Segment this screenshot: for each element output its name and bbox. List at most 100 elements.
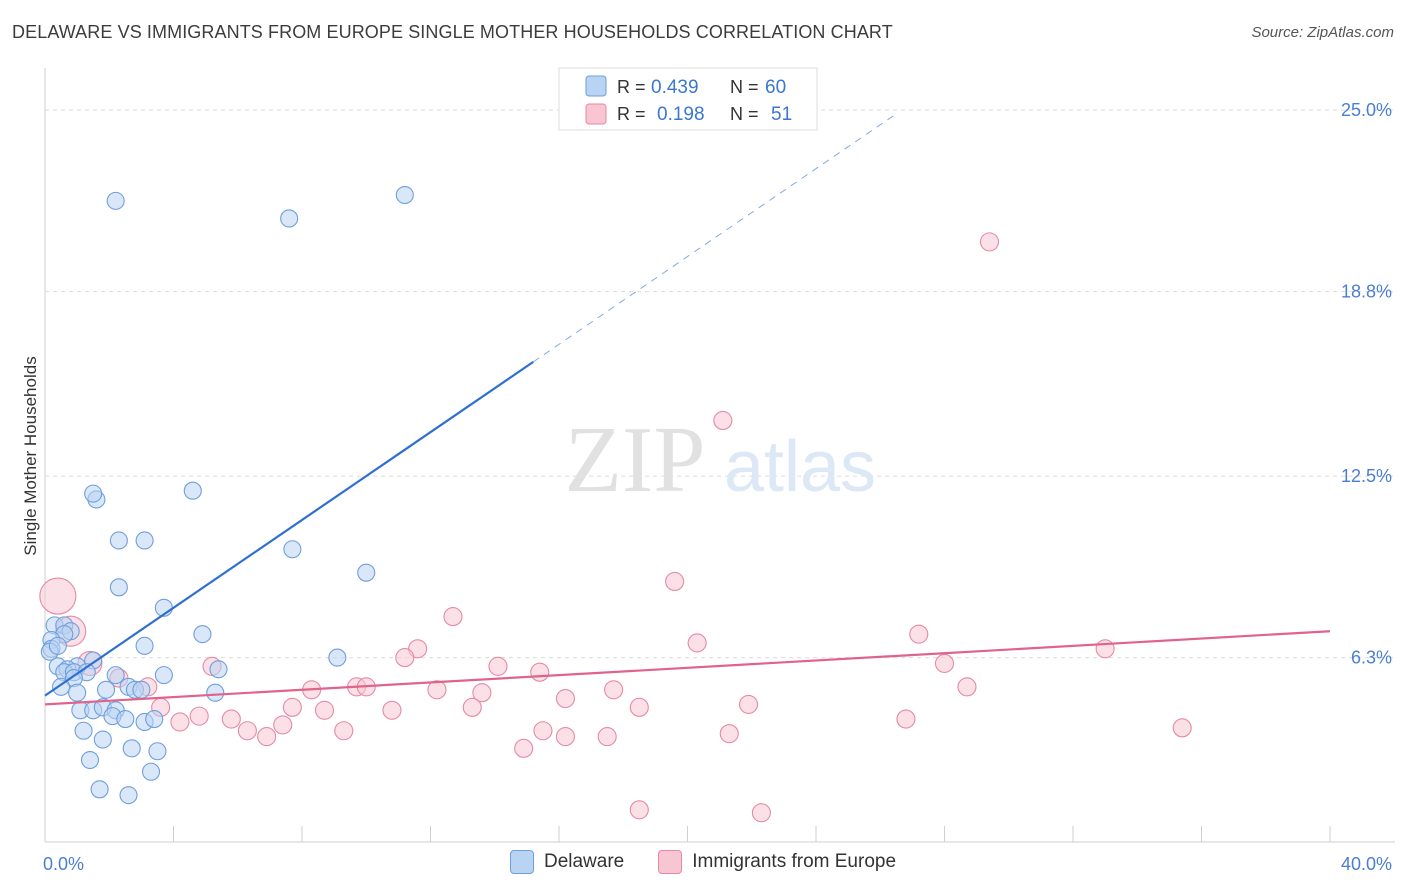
trend-lines [44, 113, 1331, 706]
immigrants-point-22 [427, 680, 447, 700]
immigrants-point-44 [896, 709, 916, 729]
immigrants-point-41 [555, 727, 575, 747]
immigrants-point-35 [221, 709, 241, 729]
immigrants-point-32 [738, 694, 759, 714]
legend-item-immigrants: Immigrants from Europe [658, 850, 896, 874]
delaware-point-9 [357, 563, 376, 582]
delaware-point-6 [109, 531, 128, 550]
legend-r-label-immigrants: R = [617, 104, 646, 124]
series-legend: Delaware Immigrants from Europe [0, 850, 1406, 874]
immigrants-point-38 [273, 715, 293, 735]
legend-n-value-delaware: 60 [765, 77, 786, 98]
delaware-point-29 [106, 666, 125, 685]
immigrants-point-46 [514, 738, 534, 758]
delaware-point-54 [141, 762, 161, 781]
delaware-point-8 [283, 540, 302, 559]
immigrants-point-23 [472, 683, 492, 703]
delaware-point-51 [122, 739, 141, 758]
immigrants-point-42 [597, 727, 617, 747]
series-immigrants-points [39, 232, 1192, 823]
y-tick-label-0: 6.3% [1351, 648, 1392, 668]
immigrants-point-9 [443, 607, 463, 627]
immigrants-point-37 [257, 727, 277, 747]
legend-n-value-immigrants: 51 [771, 104, 792, 125]
legend: R = 0.439 N = 60 R = 0.198 N = 51 [558, 67, 818, 131]
immigrants-point-0 [39, 577, 77, 615]
delaware-point-0 [106, 191, 125, 210]
immigrants-point-24 [604, 680, 624, 700]
delaware-point-4 [84, 484, 103, 503]
immigrants-point-14 [395, 648, 415, 668]
delaware-point-46 [116, 709, 135, 729]
immigrants-point-47 [629, 800, 649, 820]
y-tick-label-3: 25.0% [1341, 100, 1392, 120]
legend-r-value-delaware: 0.439 [651, 77, 699, 98]
immigrants-point-7 [713, 410, 733, 430]
legend-swatch-delaware-bottom [509, 850, 534, 874]
delaware-point-1 [280, 209, 299, 228]
delaware-point-36 [96, 680, 116, 699]
immigrants-point-10 [687, 633, 707, 653]
delaware-point-10 [109, 578, 128, 597]
delaware-point-56 [119, 786, 138, 805]
immigrants-point-12 [1095, 639, 1115, 659]
delaware-point-5 [183, 481, 202, 500]
delaware-point-21 [48, 636, 67, 655]
immigrants-trend-line [44, 630, 1331, 706]
y-axis-label: Single Mother Households [21, 356, 40, 555]
delaware-point-49 [74, 721, 93, 740]
legend-swatch-immigrants [585, 103, 607, 125]
delaware-point-53 [80, 750, 100, 770]
delaware-trend-line [44, 360, 534, 697]
immigrants-point-11 [909, 624, 929, 644]
immigrants-point-18 [934, 653, 955, 673]
legend-item-delaware: Delaware [509, 850, 625, 874]
immigrants-point-40 [533, 721, 553, 741]
immigrants-point-45 [1172, 718, 1192, 738]
delaware-trend-extension [533, 113, 897, 363]
delaware-point-33 [328, 648, 347, 667]
delaware-point-32 [209, 660, 228, 679]
delaware-point-50 [93, 730, 112, 749]
delaware-point-48 [145, 709, 164, 729]
immigrants-point-43 [719, 724, 739, 744]
tick-labels: 6.3% 12.5% 18.8% 25.0% 0.0% 40.0% [43, 100, 1392, 874]
immigrants-point-16 [488, 656, 508, 676]
delaware-point-31 [154, 666, 173, 685]
legend-label-delaware: Delaware [543, 851, 625, 872]
gridlines [45, 109, 1395, 659]
immigrants-point-17 [530, 662, 550, 682]
immigrants-point-34 [189, 706, 209, 726]
immigrants-point-29 [462, 697, 482, 717]
immigrants-point-30 [555, 689, 575, 709]
delaware-point-2 [395, 185, 414, 205]
chart-title: DELAWARE VS IMMIGRANTS FROM EUROPE SINGL… [12, 22, 893, 42]
watermark: ZIP atlas [565, 408, 877, 512]
immigrants-point-27 [314, 700, 335, 720]
immigrants-point-33 [170, 712, 190, 732]
immigrants-point-39 [334, 721, 354, 741]
immigrants-point-25 [957, 677, 977, 697]
legend-swatch-delaware [585, 75, 607, 97]
immigrants-point-36 [237, 721, 257, 741]
x-tick-label-min: 0.0% [43, 854, 84, 874]
y-tick-label-2: 18.8% [1341, 282, 1392, 302]
immigrants-point-6 [979, 232, 1000, 252]
y-tick-label-1: 12.5% [1341, 466, 1392, 486]
immigrants-point-28 [382, 700, 402, 720]
immigrants-point-8 [665, 571, 685, 592]
x-tick-label-max: 40.0% [1341, 854, 1392, 874]
legend-swatch-immigrants-bottom [658, 850, 683, 874]
immigrants-point-26 [282, 697, 302, 717]
axes [44, 68, 1395, 843]
delaware-point-7 [135, 531, 154, 550]
watermark-atlas: atlas [724, 427, 876, 507]
legend-r-label-delaware: R = [617, 77, 646, 97]
delaware-point-17 [193, 625, 212, 644]
legend-r-value-immigrants: 0.198 [657, 104, 705, 125]
watermark-zip: ZIP [565, 408, 706, 512]
delaware-point-55 [90, 780, 109, 799]
legend-n-label-delaware: N = [730, 77, 759, 97]
delaware-point-40 [206, 683, 225, 702]
